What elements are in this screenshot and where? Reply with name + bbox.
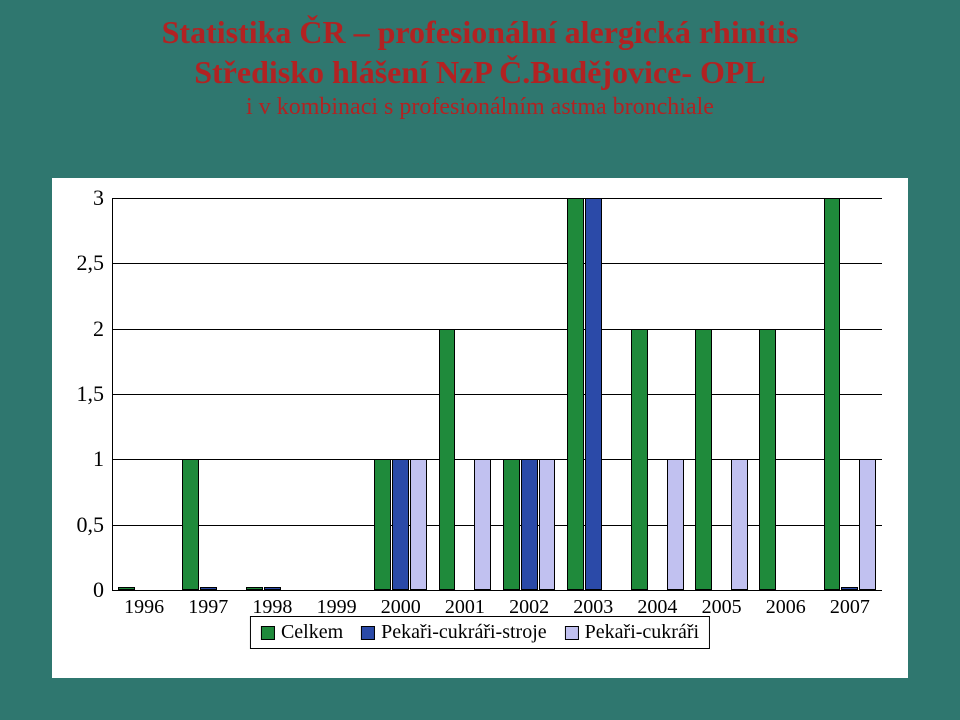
- x-tick-label: 1997: [188, 590, 228, 619]
- title-line-2: Středisko hlášení NzP Č.Budějovice- OPL: [0, 52, 960, 92]
- bar: [521, 459, 538, 590]
- bar: [182, 459, 199, 590]
- bar: [841, 587, 858, 590]
- legend-label: Celkem: [281, 621, 343, 644]
- x-tick-label: 2007: [830, 590, 870, 619]
- bar: [585, 198, 602, 590]
- gridline: [112, 263, 882, 264]
- bar: [474, 459, 491, 590]
- plot-area: 00,511,522,53199619971998199920002001200…: [112, 198, 882, 590]
- bar: [374, 459, 391, 590]
- y-axis-line: [112, 198, 113, 590]
- bar: [567, 198, 584, 590]
- y-tick-label: 0,5: [77, 512, 113, 538]
- legend-label: Pekaři-cukráři-stroje: [381, 621, 546, 644]
- x-tick-label: 2000: [381, 590, 421, 619]
- bar: [503, 459, 520, 590]
- x-tick-label: 2001: [445, 590, 485, 619]
- y-tick-label: 0: [93, 577, 112, 603]
- bar: [264, 587, 281, 590]
- bar: [118, 587, 135, 590]
- y-tick-label: 1: [93, 446, 112, 472]
- slide: Statistika ČR – profesionální alergická …: [0, 0, 960, 720]
- x-tick-label: 2005: [702, 590, 742, 619]
- y-tick-label: 2: [93, 316, 112, 342]
- title-block: Statistika ČR – profesionální alergická …: [0, 0, 960, 122]
- bar: [246, 587, 263, 590]
- bar: [695, 329, 712, 590]
- x-tick-label: 2002: [509, 590, 549, 619]
- x-tick-label: 2006: [766, 590, 806, 619]
- x-tick-label: 1998: [252, 590, 292, 619]
- legend-swatch: [565, 626, 579, 640]
- legend-item: Celkem: [261, 621, 343, 644]
- title-line-1: Statistika ČR – profesionální alergická …: [0, 12, 960, 52]
- bar: [631, 329, 648, 590]
- bar: [859, 459, 876, 590]
- bar: [824, 198, 841, 590]
- bar: [667, 459, 684, 590]
- title-line-3: i v kombinaci s profesionálním astma bro…: [0, 92, 960, 122]
- x-tick-label: 2004: [637, 590, 677, 619]
- x-tick-label: 2003: [573, 590, 613, 619]
- legend: Celkem Pekaři-cukráři-stroje Pekaři-cukrář…: [250, 616, 710, 649]
- gridline: [112, 198, 882, 199]
- legend-swatch: [361, 626, 375, 640]
- legend-swatch: [261, 626, 275, 640]
- y-tick-label: 3: [93, 185, 112, 211]
- bar: [439, 329, 456, 590]
- bar: [539, 459, 556, 590]
- legend-item: Pekaři-cukráři-stroje: [361, 621, 546, 644]
- bar: [759, 329, 776, 590]
- bar: [410, 459, 427, 590]
- x-tick-label: 1996: [124, 590, 164, 619]
- chart-panel: 0 0,5 1 1,5 2 2,5 3 1996 1997 1998 1999 2000 2001 200…: [52, 178, 908, 678]
- bar: [731, 459, 748, 590]
- y-tick-label: 2,5: [77, 250, 113, 276]
- bar: [392, 459, 409, 590]
- y-tick-label: 1,5: [77, 381, 113, 407]
- legend-item: Pekaři-cukráři: [565, 621, 699, 644]
- x-tick-label: 1999: [317, 590, 357, 619]
- bar: [200, 587, 217, 590]
- legend-label: Pekaři-cukráři: [585, 621, 699, 644]
